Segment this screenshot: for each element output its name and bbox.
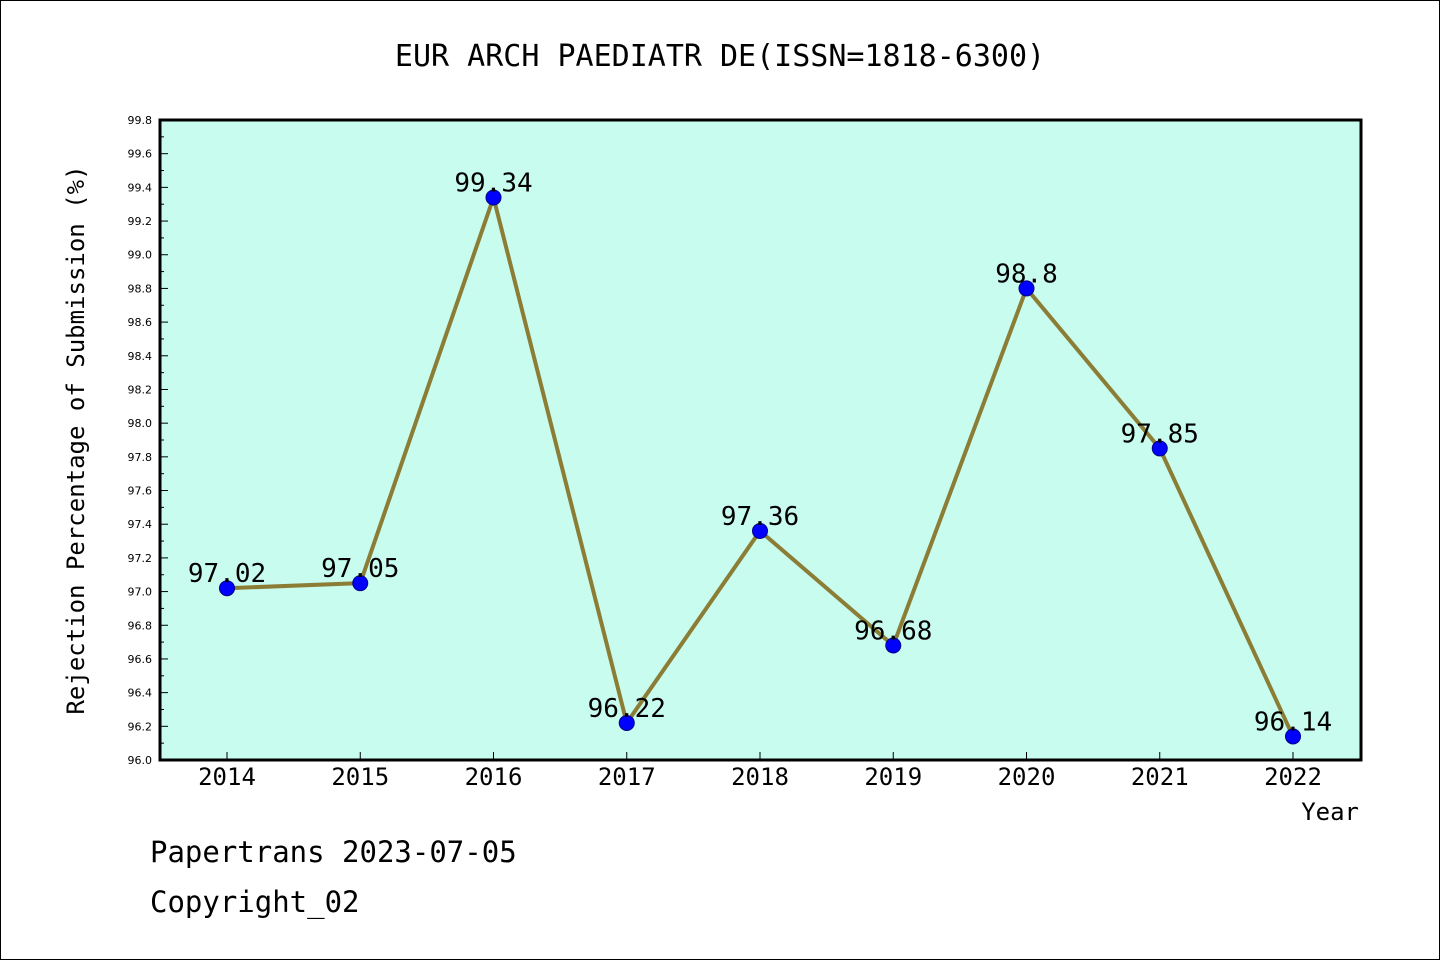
data-point-marker bbox=[1151, 440, 1168, 457]
data-label: 96.22 bbox=[588, 694, 666, 724]
x-tick-label: 2018 bbox=[731, 763, 789, 791]
data-labels: 97.02 97.05 99.34 96.22 97.36 96.68 98.8 97.85 9… bbox=[188, 168, 1332, 737]
y-tick-label: 99.0 bbox=[128, 249, 153, 262]
data-point-marker bbox=[1018, 280, 1035, 297]
y-axis-label: Rejection Percentage of Submission (%) bbox=[62, 165, 90, 714]
y-axis: 96.0 96.2 96.4 96.6 96.8 97.0 97.2 97.4 97.6 97.8… bbox=[128, 114, 168, 767]
x-tick-label: 2020 bbox=[998, 763, 1056, 791]
x-tick-label: 2022 bbox=[1264, 763, 1322, 791]
y-tick-label: 98.0 bbox=[128, 417, 153, 430]
y-tick-label: 99.2 bbox=[128, 215, 153, 228]
x-tick-label: 2021 bbox=[1131, 763, 1189, 791]
data-label: 96.68 bbox=[854, 616, 932, 646]
plot-area bbox=[160, 120, 1361, 760]
series-group bbox=[219, 189, 1301, 745]
data-label: 96.14 bbox=[1254, 707, 1332, 737]
x-tick-label: 2019 bbox=[864, 763, 922, 791]
data-point-marker bbox=[219, 580, 235, 597]
data-label: 97.02 bbox=[188, 559, 266, 589]
x-tick-label: 2014 bbox=[198, 763, 256, 791]
y-tick-label: 97.4 bbox=[128, 518, 153, 531]
y-tick-label: 99.4 bbox=[128, 181, 153, 194]
chart-title: EUR ARCH PAEDIATR DE(ISSN=1818-6300) bbox=[395, 39, 1045, 74]
y-tick-label: 99.8 bbox=[128, 114, 153, 127]
data-label: 97.85 bbox=[1121, 419, 1199, 449]
x-tick-label: 2016 bbox=[465, 763, 523, 791]
y-tick-label: 98.8 bbox=[128, 282, 153, 295]
y-tick-label: 98.4 bbox=[128, 350, 153, 363]
data-point-marker bbox=[885, 637, 902, 654]
y-tick-label: 97.8 bbox=[128, 451, 153, 464]
y-tick-label: 98.2 bbox=[128, 383, 153, 396]
y-tick-label: 99.6 bbox=[128, 148, 153, 161]
x-axis: 2014 2015 2016 2017 2018 2019 2020 2021 2022 bbox=[198, 752, 1322, 791]
footer-date-text: Papertrans 2023-07-05 bbox=[150, 835, 517, 869]
data-label: 99.34 bbox=[454, 168, 532, 198]
data-label: 97.36 bbox=[721, 502, 799, 532]
data-label: 98.8 bbox=[995, 259, 1058, 289]
y-tick-label: 97.2 bbox=[128, 552, 153, 565]
data-point-marker bbox=[485, 189, 502, 206]
y-tick-label: 96.2 bbox=[128, 720, 153, 733]
y-tick-label: 96.4 bbox=[128, 687, 153, 700]
y-tick-label: 96.6 bbox=[128, 653, 153, 666]
y-tick-label: 97.0 bbox=[128, 586, 153, 599]
plot-border bbox=[158, 118, 1363, 762]
y-tick-label: 98.6 bbox=[128, 316, 153, 329]
data-label: 97.05 bbox=[321, 554, 399, 584]
y-tick-label: 97.6 bbox=[128, 485, 153, 498]
data-point-marker bbox=[352, 575, 369, 592]
x-axis-label: Year bbox=[1301, 798, 1359, 826]
y-tick-label: 96.8 bbox=[128, 619, 153, 632]
data-point-marker bbox=[1285, 728, 1301, 745]
data-point-marker bbox=[618, 714, 635, 731]
footer-copyright-text: Copyright_02 bbox=[150, 885, 360, 919]
data-point-marker bbox=[752, 522, 768, 539]
y-tick-label: 96.0 bbox=[128, 754, 153, 767]
x-tick-label: 2017 bbox=[598, 763, 656, 791]
x-tick-label: 2015 bbox=[331, 763, 389, 791]
